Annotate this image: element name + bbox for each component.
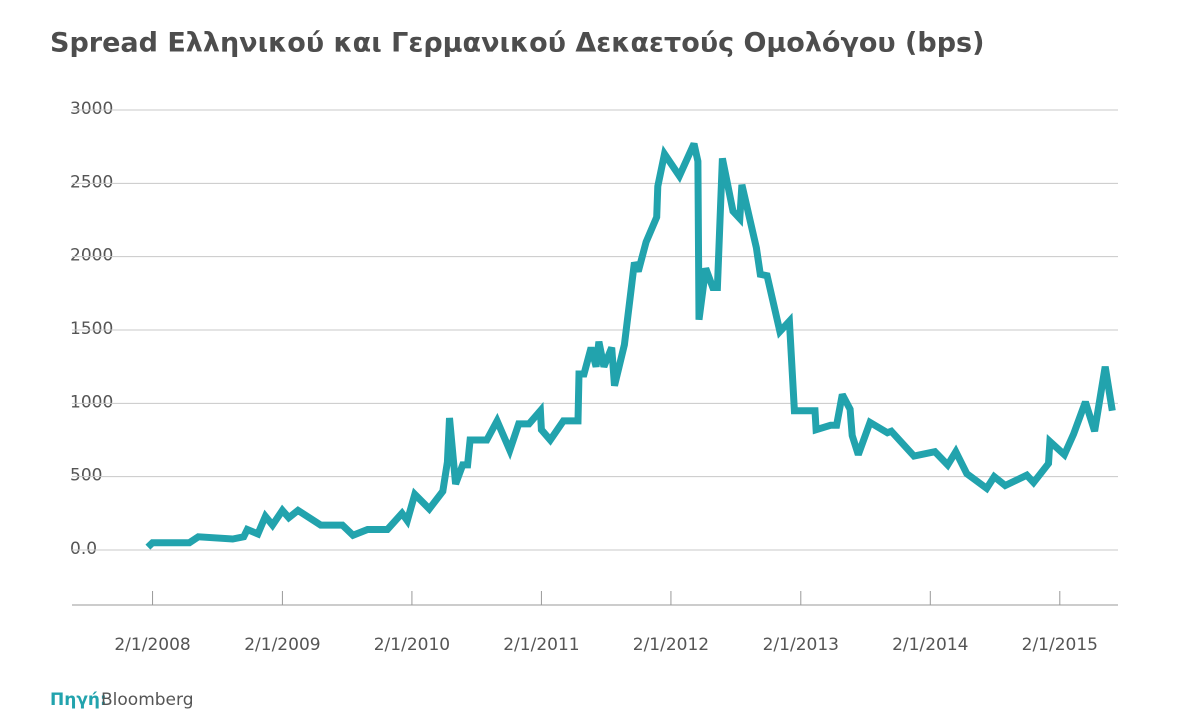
x-tick-label: 2/1/2008 xyxy=(114,635,190,655)
y-tick-label: 3000 xyxy=(70,99,113,119)
data-line xyxy=(145,142,1116,550)
x-tick-label: 2/1/2014 xyxy=(892,635,968,655)
y-tick-label: 0.0 xyxy=(70,539,97,559)
y-tick-label: 1000 xyxy=(70,392,113,412)
x-tick-label: 2/1/2009 xyxy=(244,635,320,655)
x-tick-label: 2/1/2010 xyxy=(374,635,450,655)
x-tick-label: 2/1/2012 xyxy=(633,635,709,655)
source-label: Πηγή: xyxy=(50,690,107,710)
source: Bloomberg xyxy=(101,690,193,710)
x-tick-label: 2/1/2011 xyxy=(503,635,579,655)
y-tick-label: 2000 xyxy=(70,246,113,266)
x-tick-label: 2/1/2015 xyxy=(1022,635,1098,655)
y-tick-label: 1500 xyxy=(70,319,113,339)
y-tick-label: 500 xyxy=(70,466,102,486)
y-tick-label: 2500 xyxy=(70,172,113,192)
chart-title: Spread Ελληνικού και Γερμανικού Δεκαετού… xyxy=(50,28,984,59)
x-tick-label: 2/1/2013 xyxy=(763,635,839,655)
